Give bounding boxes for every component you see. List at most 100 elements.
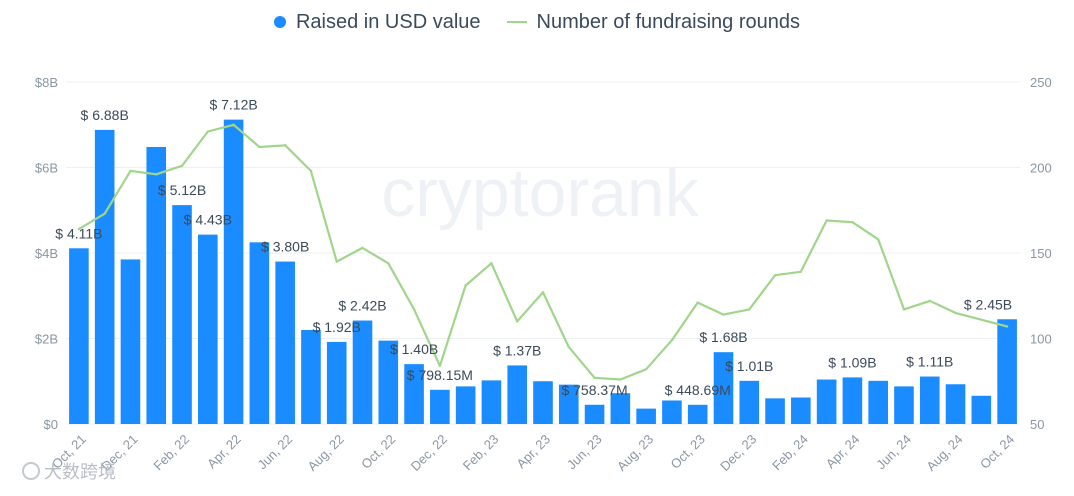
legend-label-raised: Raised in USD value <box>295 10 481 33</box>
data-label: $ 1.11B <box>906 354 953 370</box>
legend-item-raised[interactable]: Raised in USD value <box>273 10 481 34</box>
data-label: $ 1.01B <box>725 358 773 374</box>
x-tick-label: Aug, 24 <box>923 432 965 474</box>
rounds-point <box>748 308 751 311</box>
x-tick-label: Oct, 22 <box>358 432 398 472</box>
footer-watermark: 大数跨境 <box>22 458 116 484</box>
rounds-point <box>541 291 545 294</box>
legend-item-rounds[interactable]: Number of fundraising rounds <box>506 10 800 34</box>
x-tick-label: Jun, 22 <box>255 432 296 473</box>
rounds-point <box>954 311 957 315</box>
x-tick-label: Feb, 24 <box>769 432 811 474</box>
data-label: $ 448.69M <box>665 382 731 398</box>
bar <box>533 381 553 424</box>
data-label: $ 4.43B <box>184 212 232 228</box>
data-label: $ 2.45B <box>964 296 1012 312</box>
x-tick-label: Feb, 22 <box>150 432 192 474</box>
x-tick-label: Dec, 23 <box>717 432 759 474</box>
rounds-point <box>412 308 416 311</box>
rounds-point <box>180 164 184 167</box>
watermark-text: cryptorank <box>381 155 699 231</box>
bar <box>894 386 914 424</box>
bar <box>997 319 1017 424</box>
bar <box>146 146 167 425</box>
bar <box>636 408 656 424</box>
x-tick-label: Jun, 23 <box>564 432 605 473</box>
bar <box>378 340 399 424</box>
data-label: $ 1.68B <box>699 329 747 345</box>
x-tick-label: Apr, 22 <box>204 432 244 472</box>
rounds-point <box>335 260 338 263</box>
rounds-point <box>980 318 983 321</box>
rounds-point <box>722 313 725 316</box>
bar <box>301 329 321 424</box>
y-right-tick-label: 150 <box>1030 246 1052 261</box>
x-tick-label: Oct, 24 <box>977 432 1017 472</box>
y-right-tick-label: 250 <box>1030 75 1052 90</box>
rounds-point <box>155 173 158 176</box>
rounds-point <box>103 212 106 215</box>
legend-dot-icon <box>273 16 286 28</box>
bar <box>816 379 837 424</box>
rounds-point <box>283 144 287 147</box>
rounds-point <box>670 339 674 342</box>
bar <box>352 320 373 424</box>
bar <box>172 205 192 424</box>
x-tick-label: Oct, 23 <box>668 432 708 472</box>
y-left-tick-label: $6B <box>35 161 58 176</box>
rounds-point <box>696 301 699 304</box>
rounds-point <box>464 284 467 287</box>
data-label: $ 3.80B <box>261 239 309 255</box>
x-tick-label: Aug, 22 <box>305 432 347 474</box>
data-label: $ 6.88B <box>81 107 129 123</box>
x-tick-label: Jun, 24 <box>873 432 914 473</box>
x-tick-label: Feb, 23 <box>460 432 502 474</box>
bar <box>120 259 141 424</box>
y-left-tick-label: $8B <box>35 75 58 90</box>
bar <box>404 364 424 424</box>
bar <box>945 384 966 424</box>
footer-watermark-text: 大数跨境 <box>44 462 116 482</box>
rounds-point <box>129 169 132 173</box>
bar <box>249 242 270 424</box>
bar <box>430 389 450 424</box>
data-label: $ 758.37M <box>561 382 627 398</box>
bar <box>275 261 295 424</box>
bar <box>326 341 347 424</box>
y-left-tick-label: $0 <box>44 417 58 432</box>
data-label: $ 5.12B <box>158 182 206 198</box>
bar <box>713 352 734 424</box>
rounds-point <box>206 130 210 133</box>
data-label: $ 4.11B <box>55 225 102 241</box>
bar <box>198 234 218 424</box>
bar <box>455 386 476 424</box>
watermark-logo-icon <box>22 462 40 480</box>
data-label: $ 1.37B <box>493 342 541 358</box>
rounds-point <box>876 238 880 241</box>
bar <box>739 380 760 424</box>
bar <box>842 377 863 424</box>
bar <box>919 376 940 424</box>
rounds-point <box>619 378 622 381</box>
bar <box>687 404 708 424</box>
rounds-point <box>516 320 519 323</box>
x-tick-label: Apr, 24 <box>823 432 863 472</box>
legend-line-icon <box>506 21 527 23</box>
legend-label-rounds: Number of fundraising rounds <box>536 10 800 33</box>
y-left-tick-label: $4B <box>35 246 58 261</box>
bar <box>868 380 888 424</box>
y-left-tick-label: $2B <box>35 332 58 347</box>
legend: Raised in USD value Number of fundraisin… <box>0 8 1074 36</box>
rounds-point <box>851 221 854 224</box>
rounds-point <box>928 299 931 303</box>
bar <box>791 397 811 424</box>
rounds-point <box>1005 325 1009 328</box>
rounds-point <box>361 246 364 250</box>
bar <box>94 129 115 424</box>
rounds-point <box>825 219 828 222</box>
rounds-point <box>773 274 777 277</box>
y-right-tick-label: 200 <box>1030 161 1052 176</box>
rounds-point <box>902 308 906 311</box>
